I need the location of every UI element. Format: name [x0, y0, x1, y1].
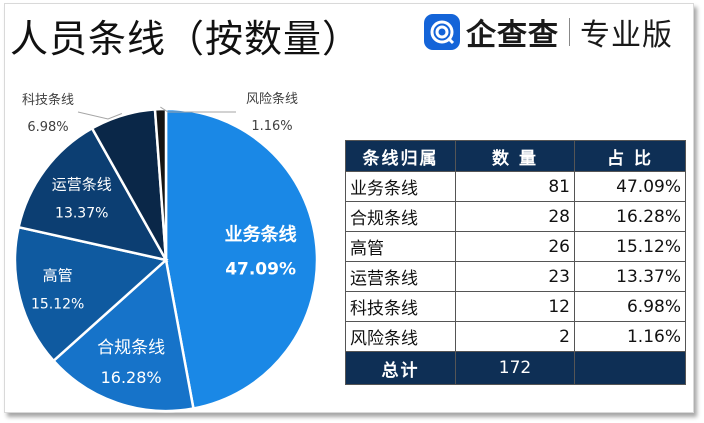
table-row: 合规条线 28 16.28%	[345, 201, 686, 232]
pie-slice-operations	[17, 126, 169, 262]
page-title: 人员条线（按数量）	[10, 17, 362, 61]
table-row: 运营条线 23 13.37%	[345, 261, 686, 292]
header-count: 数 量	[455, 140, 575, 172]
table-row: 业务条线 81 47.09%	[345, 171, 686, 202]
slice-percent-operations: 13.37%	[55, 205, 108, 221]
brand-edition: 专业版	[580, 18, 673, 53]
cell-share: 13.37%	[574, 261, 686, 292]
pie-slice-executive	[13, 225, 169, 363]
leader-line-technology	[77, 111, 123, 120]
brand-separator	[569, 18, 570, 46]
table-row: 高管 26 15.12%	[345, 231, 686, 262]
cell-category: 风险条线	[345, 321, 456, 352]
leader-line-risk	[160, 106, 236, 113]
cell-share: 16.28%	[574, 201, 686, 232]
slice-label-executive: 高管	[43, 266, 73, 284]
table-row: 科技条线 12 6.98%	[345, 291, 686, 322]
cell-share: 1.16%	[574, 321, 686, 352]
slice-label-technology: 科技条线	[22, 92, 74, 108]
header-category: 条线归属	[345, 140, 456, 172]
total-blank	[574, 351, 686, 385]
header-share: 占 比	[574, 140, 686, 172]
slice-percent-compliance: 16.28%	[101, 368, 162, 387]
cell-category: 业务条线	[345, 171, 456, 202]
slice-label-risk: 风险条线	[246, 91, 298, 107]
cell-category: 高管	[345, 231, 456, 262]
cell-category: 科技条线	[345, 291, 456, 322]
cell-share: 15.12%	[574, 231, 686, 262]
cell-count: 28	[455, 201, 575, 232]
brand-name: 企查查	[466, 18, 559, 53]
slice-percent-risk: 1.16%	[251, 119, 292, 134]
table-total-row: 总计 172	[345, 351, 686, 385]
cell-count: 12	[455, 291, 575, 322]
slice-label-compliance: 合规条线	[97, 338, 165, 358]
brand-watermark: 企查查 专业版	[424, 12, 673, 53]
slice-label-operations: 运营条线	[52, 175, 112, 193]
cell-share: 6.98%	[574, 291, 686, 322]
cell-share: 47.09%	[574, 171, 686, 202]
cell-category: 运营条线	[345, 261, 456, 292]
pie-slice-risk	[153, 107, 168, 261]
cell-count: 81	[455, 171, 575, 202]
slice-percent-business: 47.09%	[225, 259, 296, 279]
table-row: 风险条线 2 1.16%	[345, 321, 686, 352]
total-value: 172	[455, 351, 575, 385]
slice-label-business: 业务条线	[225, 223, 297, 245]
pie-slice-compliance	[51, 257, 195, 413]
data-table: 条线归属 数 量 占 比 业务条线 81 47.09% 合规条线 28 16.2…	[345, 140, 686, 385]
cell-count: 23	[455, 261, 575, 292]
slice-percent-executive: 15.12%	[31, 296, 84, 312]
slice-percent-technology: 6.98%	[27, 120, 68, 135]
cell-category: 合规条线	[345, 201, 456, 232]
pie-slice-business	[164, 107, 319, 410]
table-header-row: 条线归属 数 量 占 比	[345, 140, 686, 172]
cell-count: 26	[455, 231, 575, 262]
qichacha-logo-icon	[424, 14, 460, 50]
cell-count: 2	[455, 321, 575, 352]
total-label: 总计	[345, 351, 456, 385]
